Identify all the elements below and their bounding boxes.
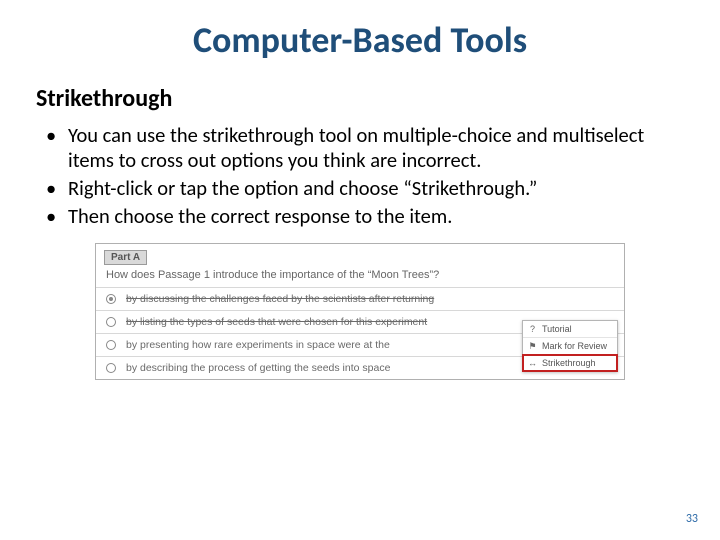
arrow-right-icon: ↔ — [528, 359, 537, 368]
bullet-list: You can use the strikethrough tool on mu… — [36, 123, 684, 229]
part-label: Part A — [104, 250, 147, 265]
context-menu-item-tutorial[interactable]: ? Tutorial — [523, 321, 617, 338]
context-menu-label: Mark for Review — [542, 341, 607, 351]
context-menu-item-mark[interactable]: ⚑ Mark for Review — [523, 338, 617, 355]
option-text: by listing the types of seeds that were … — [126, 316, 427, 328]
page-number: 33 — [686, 512, 698, 526]
bullet-item: Right-click or tap the option and choose… — [68, 176, 684, 201]
context-menu-label: Tutorial — [542, 324, 572, 334]
question-text: How does Passage 1 introduce the importa… — [96, 269, 624, 287]
radio-icon[interactable] — [106, 363, 116, 373]
help-icon: ? — [528, 325, 537, 334]
flag-icon: ⚑ — [528, 342, 537, 351]
slide-subtitle: Strikethrough — [36, 84, 684, 113]
bullet-item: You can use the strikethrough tool on mu… — [68, 123, 684, 173]
bullet-item: Then choose the correct response to the … — [68, 204, 684, 229]
radio-icon[interactable] — [106, 317, 116, 327]
context-menu-label: Strikethrough — [542, 358, 596, 368]
option-text: by discussing the challenges faced by th… — [126, 293, 434, 305]
radio-icon[interactable] — [106, 340, 116, 350]
example-screenshot: Part A How does Passage 1 introduce the … — [95, 243, 625, 380]
slide-title: Computer-Based Tools — [36, 18, 684, 62]
radio-icon[interactable] — [106, 294, 116, 304]
option-text: by describing the process of getting the… — [126, 362, 390, 374]
option-row[interactable]: by presenting how rare experiments in sp… — [96, 333, 624, 356]
option-row[interactable]: by discussing the challenges faced by th… — [96, 287, 624, 310]
option-text: by presenting how rare experiments in sp… — [126, 339, 390, 351]
context-menu-item-strikethrough[interactable]: ↔ Strikethrough — [523, 355, 617, 371]
context-menu: ? Tutorial ⚑ Mark for Review ↔ Strikethr… — [522, 320, 618, 372]
